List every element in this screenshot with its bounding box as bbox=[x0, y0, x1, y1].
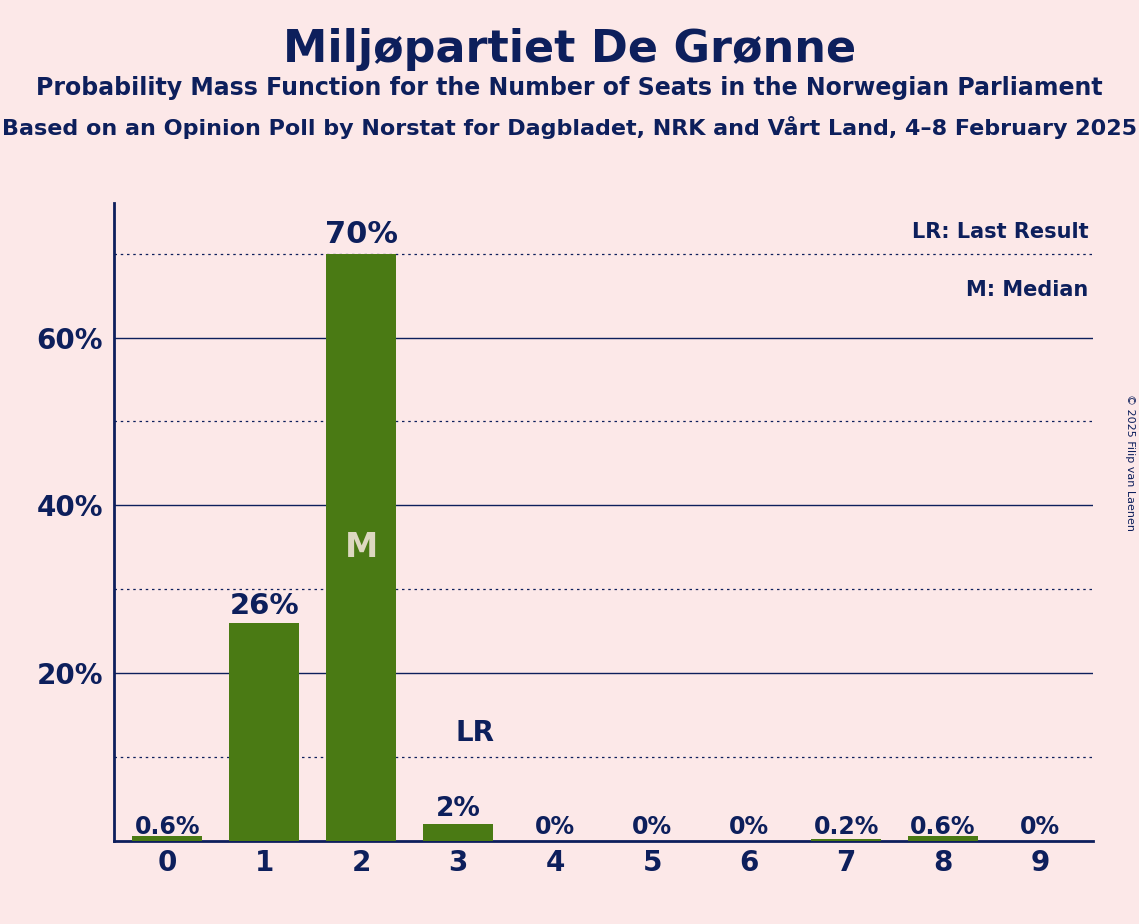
Text: 0%: 0% bbox=[729, 815, 769, 839]
Bar bbox=[132, 836, 202, 841]
Text: 0%: 0% bbox=[1021, 815, 1060, 839]
Text: Probability Mass Function for the Number of Seats in the Norwegian Parliament: Probability Mass Function for the Number… bbox=[36, 76, 1103, 100]
Bar bbox=[424, 824, 493, 841]
Bar bbox=[811, 839, 882, 841]
Text: 0%: 0% bbox=[632, 815, 672, 839]
Bar bbox=[908, 836, 978, 841]
Text: M: Median: M: Median bbox=[966, 280, 1089, 299]
Text: 0.6%: 0.6% bbox=[134, 815, 200, 839]
Text: LR: Last Result: LR: Last Result bbox=[912, 223, 1089, 242]
Text: LR: LR bbox=[456, 719, 494, 747]
Bar bbox=[229, 623, 300, 841]
Text: M: M bbox=[345, 530, 378, 564]
Text: 0%: 0% bbox=[535, 815, 575, 839]
Text: 0.2%: 0.2% bbox=[813, 815, 879, 839]
Text: 70%: 70% bbox=[325, 221, 398, 249]
Text: 26%: 26% bbox=[229, 592, 300, 620]
Bar bbox=[326, 253, 396, 841]
Text: 0.6%: 0.6% bbox=[910, 815, 976, 839]
Text: © 2025 Filip van Laenen: © 2025 Filip van Laenen bbox=[1125, 394, 1134, 530]
Text: Based on an Opinion Poll by Norstat for Dagbladet, NRK and Vårt Land, 4–8 Februa: Based on an Opinion Poll by Norstat for … bbox=[2, 116, 1137, 140]
Text: 2%: 2% bbox=[436, 796, 481, 821]
Text: Miljøpartiet De Grønne: Miljøpartiet De Grønne bbox=[282, 28, 857, 71]
